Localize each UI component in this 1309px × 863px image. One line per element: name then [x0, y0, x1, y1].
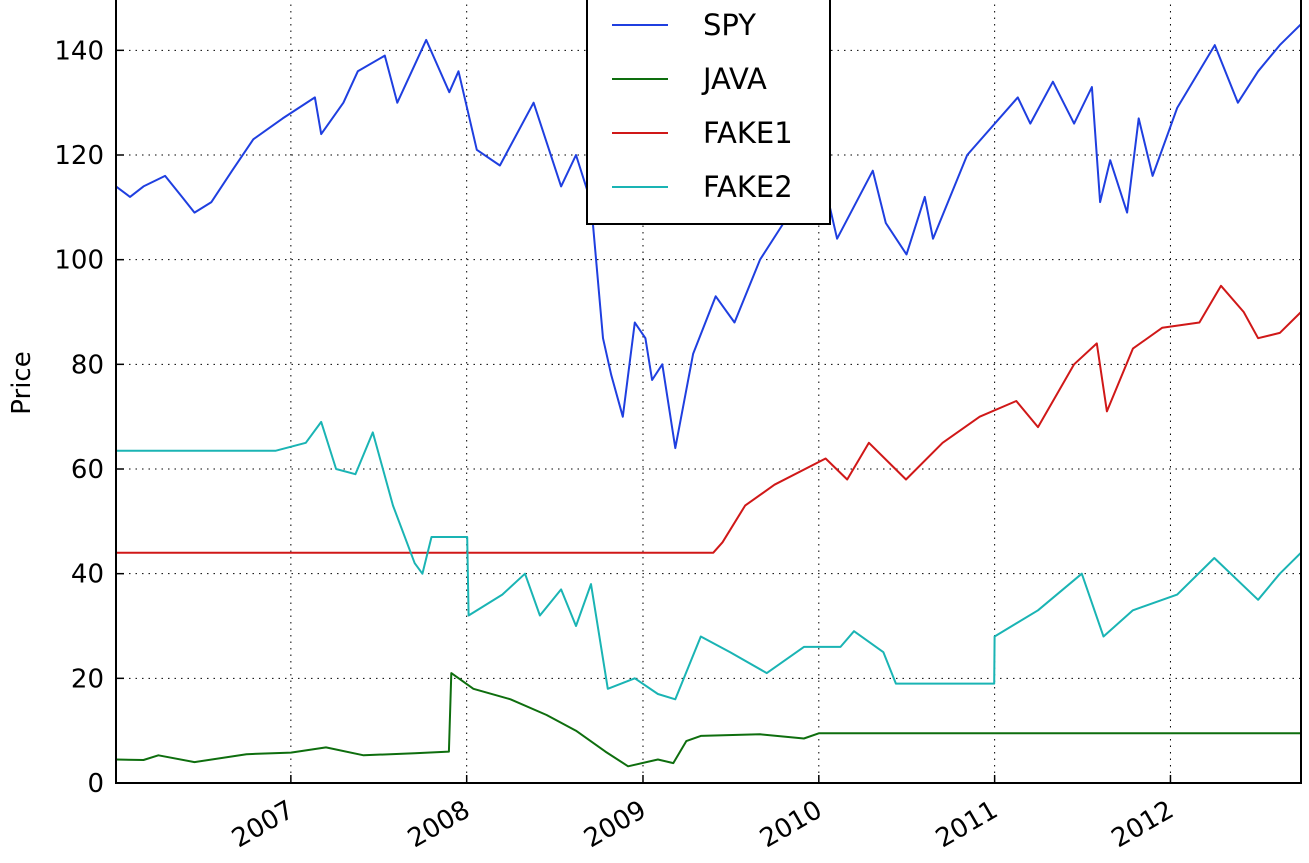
y-tick-label: 0	[87, 769, 104, 799]
series-line-spy	[115, 23, 1302, 450]
legend-label-fake2: FAKE2	[703, 170, 793, 204]
y-tick-label: 40	[71, 560, 104, 590]
legend: SPY JAVA FAKE1 FAKE2	[586, 0, 831, 225]
x-tick-label: 2009	[579, 795, 651, 854]
legend-label-spy: SPY	[703, 8, 756, 42]
y-tick-label: 120	[54, 141, 104, 171]
x-tick-label: 2008	[403, 795, 475, 854]
x-tick-label: 2010	[755, 795, 827, 854]
x-tick-label: 2011	[931, 795, 1003, 854]
series-line-fake1	[116, 284, 1302, 554]
y-tick-label: 100	[54, 246, 104, 276]
x-axis-ticks: 2007 2008 2009 2010 2011 2012	[227, 775, 1179, 854]
series-line-java	[115, 672, 1301, 768]
y-axis-label: Price	[7, 351, 37, 414]
y-tick-label: 140	[54, 36, 104, 66]
y-tick-label: 60	[71, 455, 104, 485]
y-tick-label: 80	[71, 350, 104, 380]
x-tick-label: 2012	[1107, 795, 1179, 854]
x-tick-label: 2007	[227, 795, 299, 854]
y-tick-label: 20	[71, 664, 104, 694]
plot-frame	[115, 0, 1302, 784]
legend-label-fake1: FAKE1	[703, 116, 793, 150]
series-line-fake2	[116, 420, 1302, 701]
y-axis-ticks: 0 20 40 60 80 100 120 140	[54, 36, 124, 799]
series-lines	[115, 23, 1302, 768]
legend-label-java: JAVA	[701, 62, 767, 96]
